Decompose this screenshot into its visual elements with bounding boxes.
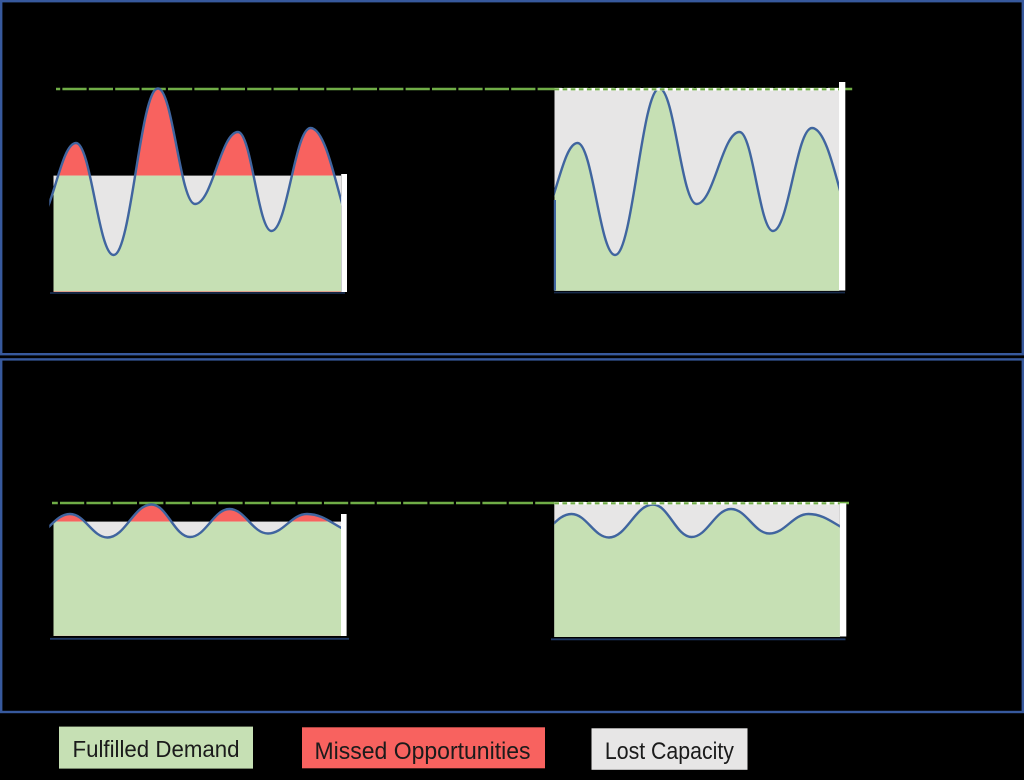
svg-text:Missed Opportunities: Missed Opportunities (315, 738, 531, 765)
svg-text:Fulfilled Demand: Fulfilled Demand (73, 736, 240, 762)
svg-text:Lost Capacity: Lost Capacity (605, 738, 734, 765)
